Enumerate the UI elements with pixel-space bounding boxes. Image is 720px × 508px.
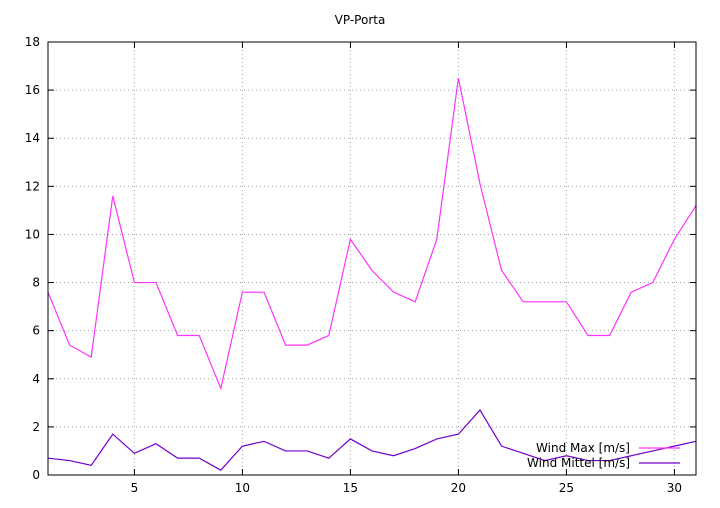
plot-border <box>47 41 697 476</box>
series-line-wind-mittel <box>47 409 697 471</box>
x-tick-label: 5 <box>131 481 139 495</box>
grid <box>48 42 696 475</box>
y-tick-label: 8 <box>32 276 40 290</box>
series-line-wind-max <box>47 77 697 391</box>
legend: Wind Max [m/s]Wind Mittel [m/s] <box>527 441 680 470</box>
legend-label: Wind Mittel [m/s] <box>527 456 630 470</box>
x-tick-label: 15 <box>343 481 358 495</box>
x-tick-label: 30 <box>667 481 682 495</box>
chart-title: VP-Porta <box>335 13 386 27</box>
y-tick-label: 18 <box>25 35 40 49</box>
y-tick-label: 2 <box>32 420 40 434</box>
y-tick-label: 12 <box>25 179 40 193</box>
ticks: 0 2 4 6 8 10 12 14 16 18 5 10 15 20 25 30 <box>25 35 696 495</box>
y-tick-label: 0 <box>32 468 40 482</box>
legend-label: Wind Max [m/s] <box>536 441 630 455</box>
x-tick-label: 20 <box>451 481 466 495</box>
y-tick-label: 4 <box>32 372 40 386</box>
x-tick-label: 10 <box>235 481 250 495</box>
series-lines <box>47 77 697 471</box>
y-tick-label: 6 <box>32 324 40 338</box>
y-tick-label: 16 <box>25 83 40 97</box>
y-tick-label: 14 <box>25 131 40 145</box>
y-tick-label: 10 <box>25 227 40 241</box>
x-tick-label: 25 <box>559 481 574 495</box>
